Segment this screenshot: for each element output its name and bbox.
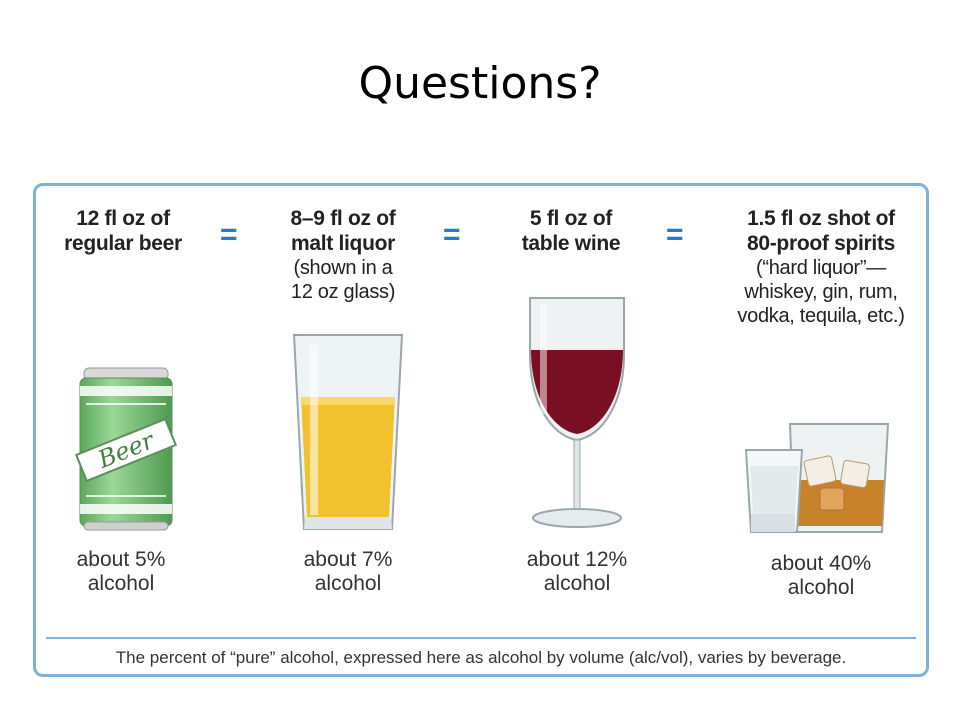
spirits-heading-line-4: whiskey, gin, rum, <box>744 281 898 303</box>
spirits-heading-line-3: (“hard liquor”— <box>756 257 886 279</box>
beer-can-icon: Beer <box>74 367 178 531</box>
spirits-heading-line-5: vodka, tequila, etc.) <box>737 305 905 327</box>
wine-heading-line-2: table wine <box>521 232 621 255</box>
spirits-percent-unit: alcohol <box>787 576 855 599</box>
beer-heading: 12 fl oz of regular beer <box>58 206 188 256</box>
equals-sign-2: = <box>443 218 461 251</box>
malt-heading-line-1: 8–9 fl oz of <box>290 207 396 230</box>
malt-percent: about 7% alcohol <box>278 548 418 596</box>
malt-liquor-heading: 8–9 fl oz of malt liquor (shown in a 12 … <box>268 206 418 304</box>
wine-heading-line-1: 5 fl oz of <box>529 207 613 230</box>
beer-percent-unit: alcohol <box>87 572 155 595</box>
slide-title: Questions? <box>358 58 602 109</box>
malt-percent-unit: alcohol <box>314 572 382 595</box>
beer-heading-line-1: 12 fl oz of <box>76 207 170 230</box>
spirits-percent-value: about 40% <box>770 552 872 575</box>
wine-percent-unit: alcohol <box>543 572 611 595</box>
malt-percent-value: about 7% <box>303 548 393 571</box>
drink-equivalents-panel: 12 fl oz of regular beer = 8–9 fl oz of … <box>33 183 929 677</box>
equals-sign-1: = <box>220 218 238 251</box>
wine-percent: about 12% alcohol <box>507 548 647 596</box>
beer-percent-value: about 5% <box>76 548 166 571</box>
wine-percent-value: about 12% <box>526 548 628 571</box>
pint-glass-icon <box>292 334 404 530</box>
spirits-heading: 1.5 fl oz shot of 80-proof spirits (“har… <box>721 206 921 328</box>
equals-sign-3: = <box>666 218 684 251</box>
wine-heading: 5 fl oz of table wine <box>506 206 636 256</box>
footer-divider <box>46 637 916 639</box>
spirits-glasses-icon <box>744 423 890 533</box>
malt-heading-line-2: malt liquor <box>290 232 396 255</box>
spirits-heading-line-1: 1.5 fl oz shot of <box>747 207 895 230</box>
beer-heading-line-2: regular beer <box>64 232 182 255</box>
spirits-percent: about 40% alcohol <box>751 552 891 600</box>
footer-note: The percent of “pure” alcohol, expressed… <box>115 648 847 667</box>
malt-heading-line-4: 12 oz glass) <box>290 281 396 303</box>
beer-percent: about 5% alcohol <box>51 548 191 596</box>
spirits-heading-line-2: 80-proof spirits <box>746 232 896 255</box>
wine-glass-icon <box>529 297 625 528</box>
malt-heading-line-3: (shown in a <box>293 257 393 279</box>
